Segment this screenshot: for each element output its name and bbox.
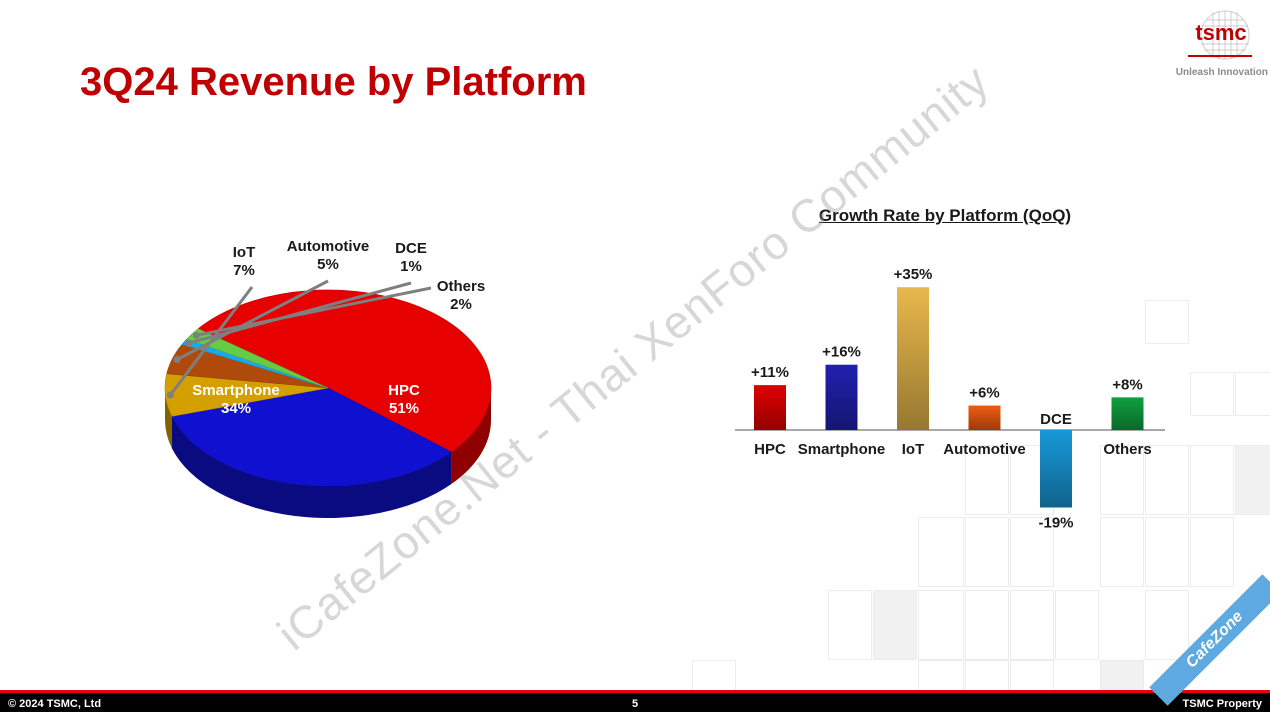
bar-smartphone — [825, 364, 858, 430]
tagline: Unleash Innovation — [1175, 67, 1268, 78]
bar-value-label-automotive: +6% — [969, 385, 999, 402]
pie-label-value-dce: 1% — [400, 258, 422, 275]
bar-others — [1111, 397, 1144, 430]
footer-copyright: © 2024 TSMC, Ltd — [8, 698, 102, 710]
bar-value-label-smartphone: +16% — [822, 344, 861, 361]
page-number: 5 — [632, 698, 639, 710]
pie-leader-dot-others — [192, 331, 200, 339]
bar-value-label-dce: -19% — [1038, 515, 1073, 532]
bar-value-label-hpc: +11% — [751, 364, 789, 381]
pie-label-name-others: Others — [437, 278, 485, 295]
pie-label-name-dce: DCE — [395, 240, 427, 257]
pie-label-name-iot: IoT — [233, 244, 256, 261]
footer-property: TSMC Property — [1182, 698, 1262, 710]
growth-chart-title: Growth Rate by Platform (QoQ) — [818, 206, 1072, 225]
bar-category-label-smartphone: Smartphone — [798, 441, 886, 458]
bar-category-label-hpc: HPC — [754, 441, 786, 458]
bar-iot — [897, 287, 929, 430]
pie-leader-line-others — [195, 286, 432, 337]
pie-label-value-smartphone: 34% — [221, 400, 251, 417]
pie-slice-side-hpc — [451, 388, 491, 485]
pie-leader-dot-iot — [166, 391, 174, 399]
bar-dce — [1040, 430, 1072, 508]
bar-category-label-iot: IoT — [902, 441, 925, 458]
pie-label-value-automotive: 5% — [317, 256, 339, 273]
bar-value-label-others: +8% — [1112, 376, 1142, 393]
growth-bar-chart: +11% HPC +16% Smartphone +35% IoT +6% Automotiv… — [735, 266, 1165, 532]
pie-label-name-smartphone: Smartphone — [192, 382, 280, 399]
pie-leader-dot-automotive — [173, 356, 181, 364]
pie-slice-side-smartphone — [171, 416, 452, 518]
slide-title: 3Q24 Revenue by Platform — [80, 60, 587, 104]
pie-label-name-hpc: HPC — [388, 382, 420, 399]
pie-slice-smartphone — [171, 387, 452, 487]
bar-category-label-automotive: Automotive — [943, 441, 1026, 458]
tsmc-logo: tsmc — [1188, 10, 1252, 60]
bar-category-label-others: Others — [1103, 441, 1151, 458]
bar-automotive — [968, 405, 1001, 430]
pie-slice-others — [186, 328, 329, 389]
bar-value-label-iot: +35% — [894, 266, 933, 283]
bar-hpc — [754, 385, 786, 430]
footer-bar: © 2024 TSMC, Ltd 5 TSMC Property — [0, 690, 1270, 712]
pie-leader-line-automotive — [176, 279, 329, 361]
bar-category-label-dce: DCE — [1040, 411, 1072, 428]
pie-label-value-iot: 7% — [233, 262, 255, 279]
pie-label-name-automotive: Automotive — [287, 238, 370, 255]
pie-label-value-hpc: 51% — [389, 400, 419, 417]
pie-leader-dot-dce — [185, 339, 193, 347]
pie-label-value-others: 2% — [450, 296, 472, 313]
pie-slice-hpc — [197, 289, 492, 453]
logo-text: tsmc — [1195, 20, 1246, 45]
